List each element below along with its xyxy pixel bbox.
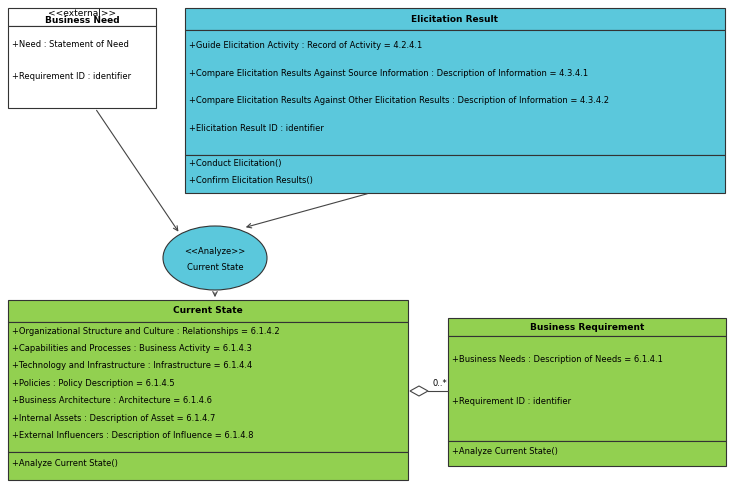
Text: Current State: Current State (173, 306, 243, 316)
Text: 0..*: 0..* (433, 380, 447, 388)
Bar (8, 8, 156, 26)
Bar (448, 441, 726, 466)
Bar (8, 452, 408, 480)
Text: +Conduct Elicitation(): +Conduct Elicitation() (189, 159, 282, 168)
Ellipse shape (163, 226, 267, 290)
Text: +Policies : Policy Description = 6.1.4.5: +Policies : Policy Description = 6.1.4.5 (12, 379, 175, 388)
Text: +Requirement ID : identifier: +Requirement ID : identifier (12, 72, 131, 81)
Text: +Compare Elicitation Results Against Other Elicitation Results : Description of : +Compare Elicitation Results Against Oth… (189, 96, 609, 105)
Text: +Elicitation Result ID : identifier: +Elicitation Result ID : identifier (189, 124, 324, 133)
Text: +Guide Elicitation Activity : Record of Activity = 4.2.4.1: +Guide Elicitation Activity : Record of … (189, 41, 422, 50)
Text: +Business Architecture : Architecture = 6.1.4.6: +Business Architecture : Architecture = … (12, 396, 212, 405)
Bar (185, 154, 725, 193)
Text: +Organizational Structure and Culture : Relationships = 6.1.4.2: +Organizational Structure and Culture : … (12, 327, 279, 336)
Text: <<external>>: <<external>> (48, 9, 116, 18)
Text: +Compare Elicitation Results Against Source Information : Description of Informa: +Compare Elicitation Results Against Sou… (189, 69, 588, 77)
Bar (8, 300, 408, 321)
Polygon shape (410, 386, 428, 396)
Text: Business Need: Business Need (45, 16, 119, 25)
Bar (185, 30, 725, 154)
Text: +Technology and Infrastructure : Infrastructure = 6.1.4.4: +Technology and Infrastructure : Infrast… (12, 361, 252, 370)
Text: +Requirement ID : identifier: +Requirement ID : identifier (452, 397, 571, 406)
Text: Business Requirement: Business Requirement (530, 322, 644, 331)
Text: +Need : Statement of Need: +Need : Statement of Need (12, 39, 129, 48)
Text: +Business Needs : Description of Needs = 6.1.4.1: +Business Needs : Description of Needs =… (452, 354, 663, 364)
Text: +External Influencers : Description of Influence = 6.1.4.8: +External Influencers : Description of I… (12, 431, 254, 440)
Text: +Confirm Elicitation Results(): +Confirm Elicitation Results() (189, 176, 313, 185)
Bar (8, 321, 408, 452)
Text: Current State: Current State (186, 262, 243, 272)
Bar (8, 26, 156, 108)
Text: +Internal Assets : Description of Asset = 6.1.4.7: +Internal Assets : Description of Asset … (12, 414, 215, 423)
Text: +Capabilities and Processes : Business Activity = 6.1.4.3: +Capabilities and Processes : Business A… (12, 344, 252, 353)
Bar (185, 8, 725, 30)
Bar (448, 336, 726, 441)
Text: Elicitation Result: Elicitation Result (411, 15, 498, 24)
Text: +Analyze Current State(): +Analyze Current State() (452, 447, 558, 456)
Text: <<Analyze>>: <<Analyze>> (184, 246, 245, 255)
Text: +Analyze Current State(): +Analyze Current State() (12, 459, 118, 468)
Bar (448, 318, 726, 336)
